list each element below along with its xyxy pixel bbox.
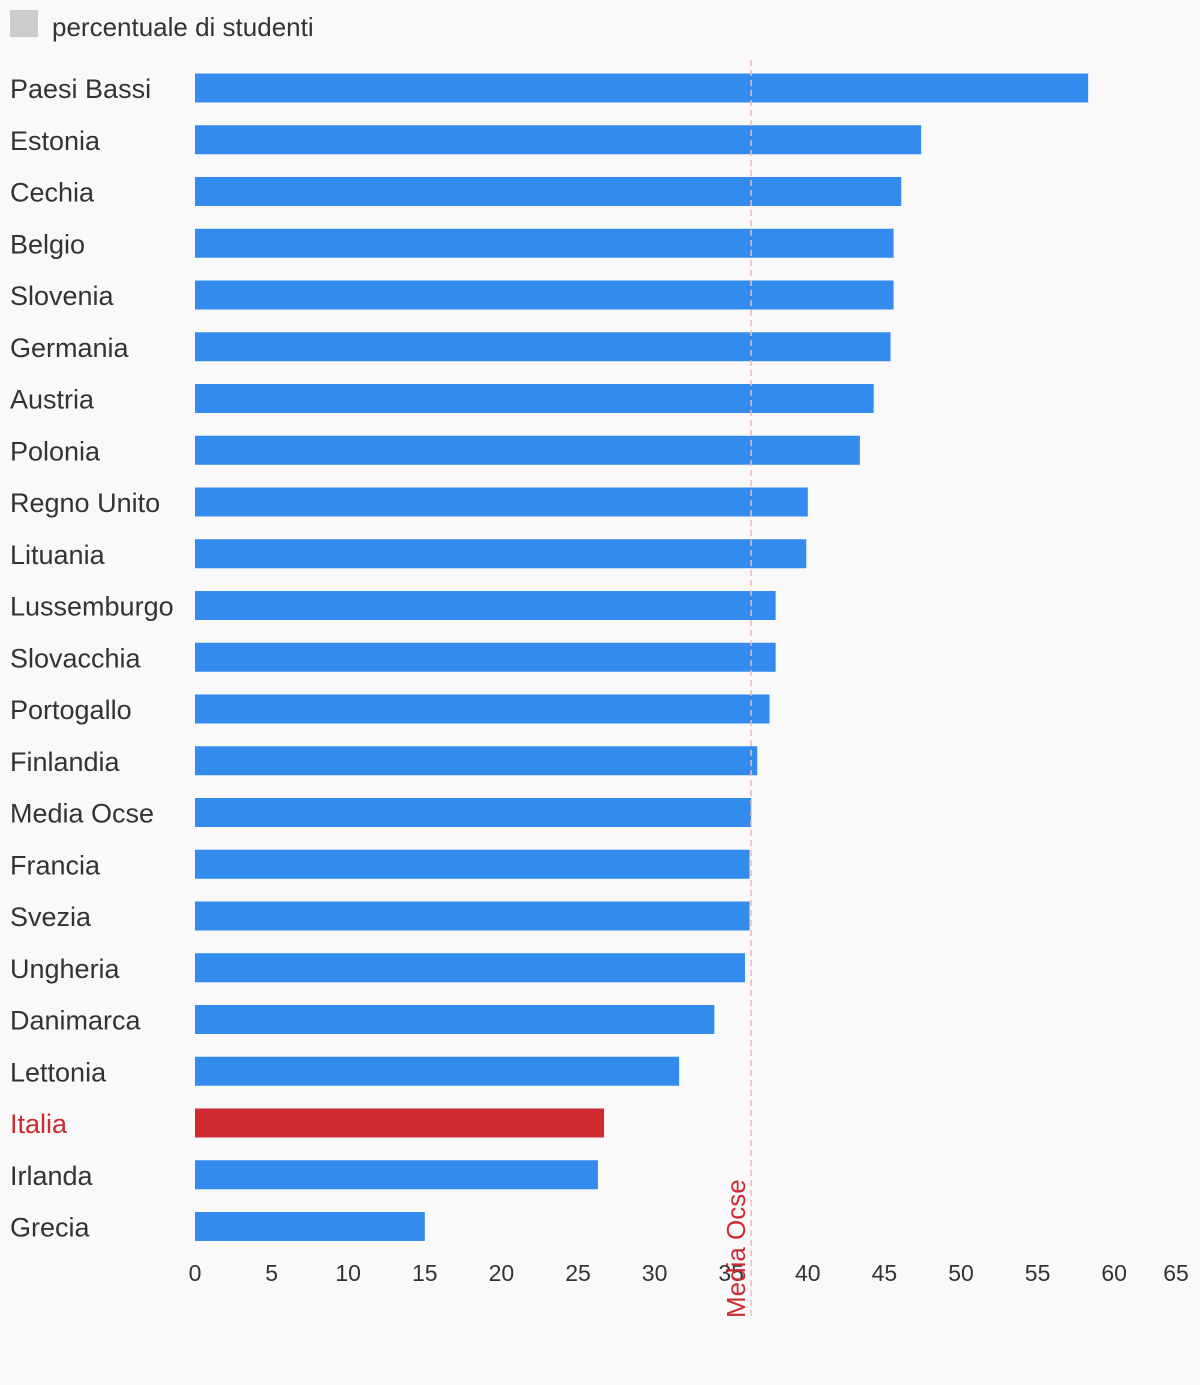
bar-lettonia[interactable] — [195, 1056, 680, 1086]
category-label-cechia: Cechia — [10, 178, 95, 208]
bar-italia[interactable] — [195, 1108, 605, 1138]
x-axis-ticks: 0 5 10 15 20 25 30 35 40 45 50 55 60 65 — [189, 1260, 1189, 1286]
x-tick-55: 55 — [1025, 1260, 1051, 1286]
x-tick-20: 20 — [489, 1260, 515, 1286]
category-label-francia: Francia — [10, 850, 101, 880]
category-label-regno-unito: Regno Unito — [10, 488, 160, 518]
category-label-germania: Germania — [10, 333, 130, 363]
category-label-danimarca: Danimarca — [10, 1006, 142, 1036]
category-label-finlandia: Finlandia — [10, 747, 121, 777]
category-label-italia: Italia — [10, 1109, 68, 1139]
category-label-svezia: Svezia — [10, 902, 92, 932]
bar-paesi-bassi[interactable] — [195, 73, 1089, 103]
bar-belgio[interactable] — [195, 228, 894, 258]
x-tick-5: 5 — [265, 1260, 278, 1286]
x-tick-40: 40 — [795, 1260, 821, 1286]
bar-estonia[interactable] — [195, 125, 922, 155]
bar-germania[interactable] — [195, 332, 891, 362]
bar-austria[interactable] — [195, 384, 874, 413]
x-tick-0: 0 — [189, 1260, 202, 1286]
category-label-media-ocse: Media Ocse — [10, 799, 154, 829]
bar-portogallo[interactable] — [195, 694, 770, 724]
category-label-lettonia: Lettonia — [10, 1057, 107, 1087]
bars — [195, 73, 1089, 1241]
x-tick-35: 35 — [718, 1260, 744, 1286]
category-label-irlanda: Irlanda — [10, 1161, 94, 1191]
bar-svezia[interactable] — [195, 901, 750, 931]
bar-lituania[interactable] — [195, 539, 807, 569]
category-label-portogallo: Portogallo — [10, 695, 132, 725]
category-label-belgio: Belgio — [10, 229, 85, 259]
category-label-slovenia: Slovenia — [10, 281, 115, 311]
legend-swatch — [10, 10, 38, 37]
bar-slovenia[interactable] — [195, 280, 894, 310]
x-tick-50: 50 — [948, 1260, 974, 1286]
bar-cechia[interactable] — [195, 177, 902, 206]
bar-irlanda[interactable] — [195, 1160, 598, 1190]
category-label-slovacchia: Slovacchia — [10, 643, 142, 673]
legend-label: percentuale di studenti — [52, 12, 314, 42]
x-tick-30: 30 — [642, 1260, 668, 1286]
bar-polonia[interactable] — [195, 435, 860, 465]
bar-finlandia[interactable] — [195, 746, 758, 776]
x-tick-10: 10 — [335, 1260, 361, 1286]
bar-lussemburgo[interactable] — [195, 591, 776, 620]
category-label-austria: Austria — [10, 385, 95, 415]
bar-francia[interactable] — [195, 849, 750, 879]
x-tick-60: 60 — [1101, 1260, 1127, 1286]
bar-ungheria[interactable] — [195, 953, 745, 983]
legend: percentuale di studenti — [10, 10, 314, 42]
category-label-estonia: Estonia — [10, 126, 101, 156]
bar-slovacchia[interactable] — [195, 642, 776, 672]
x-tick-15: 15 — [412, 1260, 438, 1286]
category-label-grecia: Grecia — [10, 1213, 91, 1243]
bar-grecia[interactable] — [195, 1212, 425, 1241]
bar-regno-unito[interactable] — [195, 487, 808, 517]
category-label-paesi-bassi: Paesi Bassi — [10, 74, 151, 104]
bar-danimarca[interactable] — [195, 1005, 715, 1034]
category-label-lituania: Lituania — [10, 540, 106, 570]
x-tick-25: 25 — [565, 1260, 591, 1286]
reference-line-label: Media Ocse — [721, 1179, 751, 1318]
category-labels: Paesi Bassi Estonia Cechia Belgio Slovenia Ge… — [10, 74, 174, 1243]
category-label-polonia: Polonia — [10, 436, 101, 466]
category-label-ungheria: Ungheria — [10, 954, 121, 984]
x-tick-45: 45 — [872, 1260, 898, 1286]
category-label-lussemburgo: Lussemburgo — [10, 592, 174, 622]
x-tick-65: 65 — [1163, 1260, 1189, 1286]
bar-media-ocse[interactable] — [195, 798, 752, 827]
